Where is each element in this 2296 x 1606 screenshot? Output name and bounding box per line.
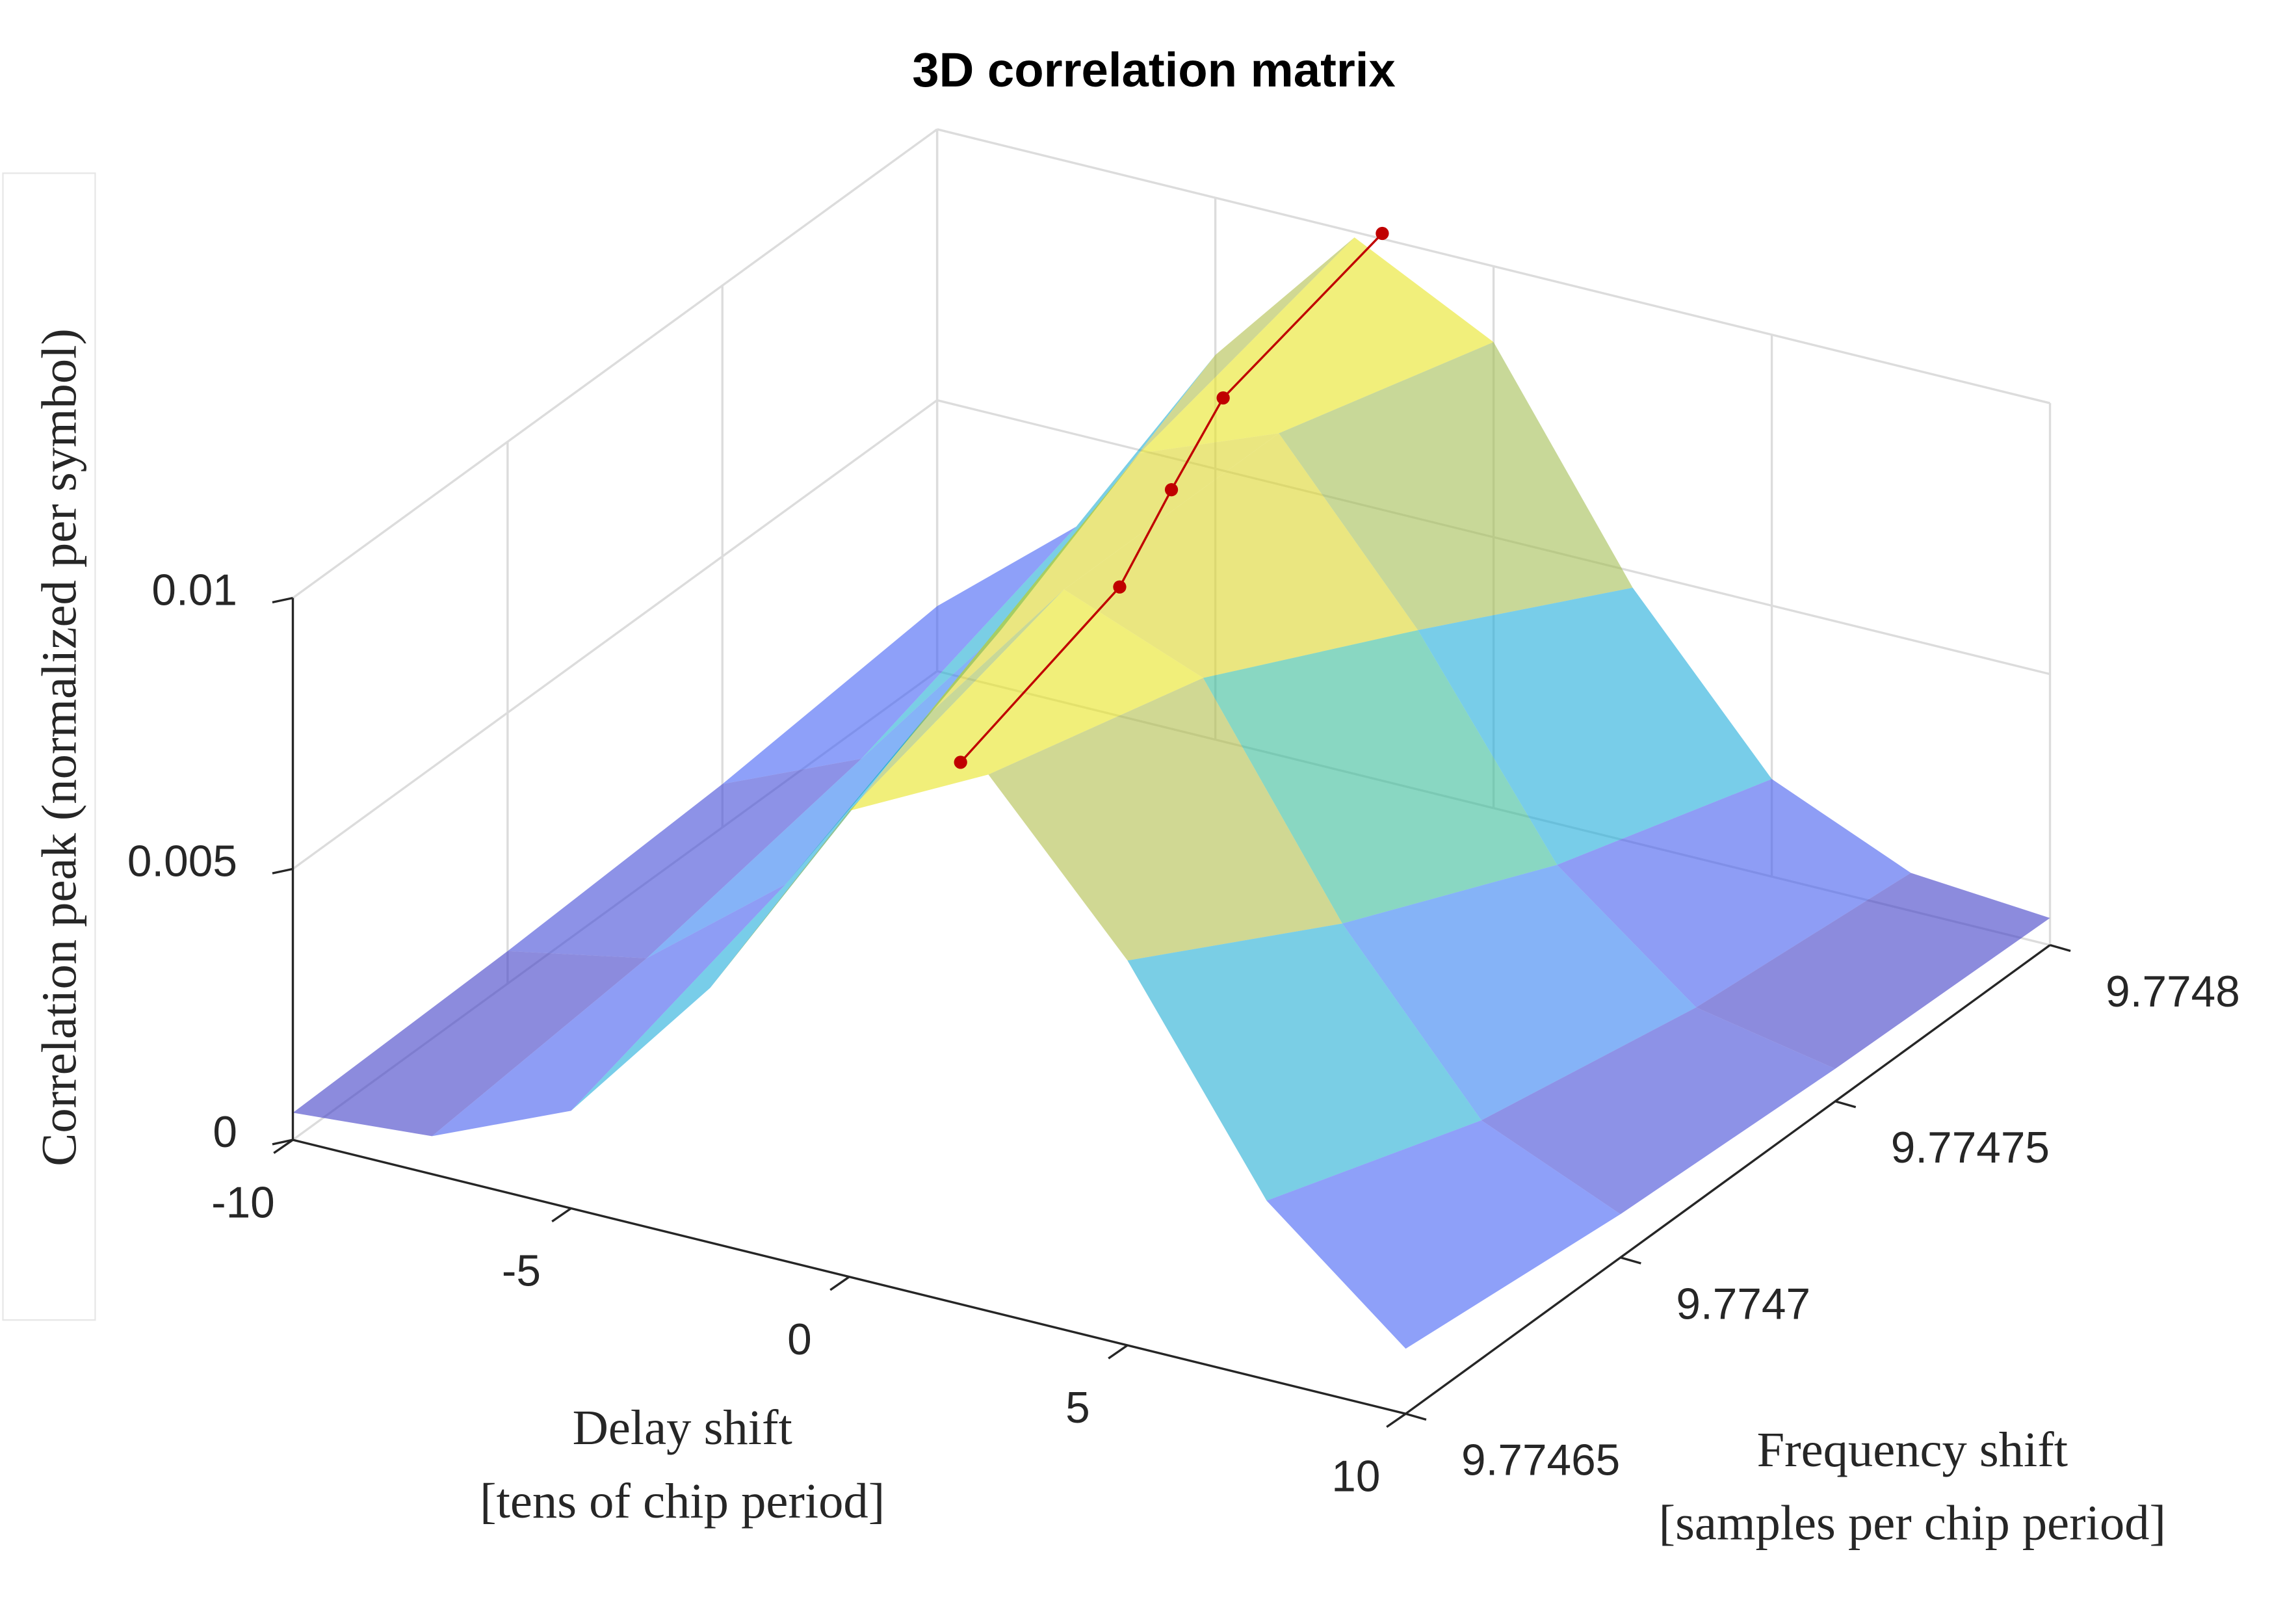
x-tick (551, 1207, 572, 1223)
surface-patch (1342, 865, 1697, 1121)
z-tick-label: 0 (213, 1108, 237, 1157)
y-axis (1405, 944, 2051, 1415)
x-tick (273, 1139, 294, 1154)
x-tick-label: -10 (211, 1178, 275, 1227)
surface-patch (293, 951, 647, 1137)
grid-line (292, 399, 938, 870)
surface-patch (1418, 587, 1772, 865)
surface-patch (1481, 1007, 1836, 1215)
x-axis-label: [tens of chip period] (480, 1473, 885, 1529)
y-tick (1834, 1100, 1857, 1109)
z-tick (272, 867, 293, 875)
surface-patch (722, 526, 1076, 784)
y-tick-label: 9.77475 (1891, 1124, 2050, 1172)
y-tick (1405, 1412, 1427, 1421)
z-axis-label: Correlation peak (normalized per symbol) (32, 328, 87, 1166)
peak-marker (1376, 226, 1389, 241)
x-tick-label: 5 (1065, 1384, 1090, 1432)
y-axis-label: Frequency shift (1757, 1422, 2068, 1477)
z-label-box (2, 172, 96, 1321)
z-tick-label: 0.01 (151, 566, 237, 615)
y-tick (2050, 943, 2071, 953)
surface-patch (1127, 923, 1481, 1201)
y-tick (1620, 1256, 1641, 1265)
surface-patch (1557, 779, 1911, 1008)
y-axis-label: [samples per chip period] (1659, 1495, 2166, 1551)
surface-patch (1063, 433, 1418, 678)
peak-marker (1216, 391, 1230, 405)
surface-patch (1696, 873, 2050, 1069)
grid-line (937, 128, 2050, 404)
chart-title: 3D correlation matrix (912, 43, 1396, 97)
z-tick (272, 596, 293, 604)
y-tick-label: 9.7748 (2106, 968, 2240, 1016)
x-tick (829, 1276, 850, 1291)
x-tick (1386, 1412, 1407, 1428)
y-tick-label: 9.77465 (1461, 1436, 1620, 1485)
peak-marker (1164, 483, 1179, 497)
z-tick (272, 1139, 293, 1146)
surface-patch (1203, 630, 1558, 924)
surface-patch (1266, 1120, 1621, 1349)
x-tick-label: 0 (787, 1315, 812, 1364)
x-tick-label: 10 (1331, 1453, 1380, 1501)
x-tick (1108, 1344, 1128, 1360)
y-tick-label: 9.7747 (1676, 1280, 1810, 1328)
surface-patch (988, 678, 1342, 961)
surface-patch (646, 630, 1001, 958)
surface-patch (432, 884, 786, 1137)
surface-patch (507, 758, 862, 958)
x-tick-label: -5 (502, 1247, 541, 1296)
grid-line (292, 128, 938, 599)
x-axis-label: Delay shift (573, 1400, 792, 1455)
z-tick-label: 0.005 (127, 837, 237, 886)
peak-marker (954, 756, 967, 769)
surface-patch (1279, 342, 1633, 631)
surface-patch (849, 589, 1203, 811)
peak-marker (1113, 580, 1127, 594)
